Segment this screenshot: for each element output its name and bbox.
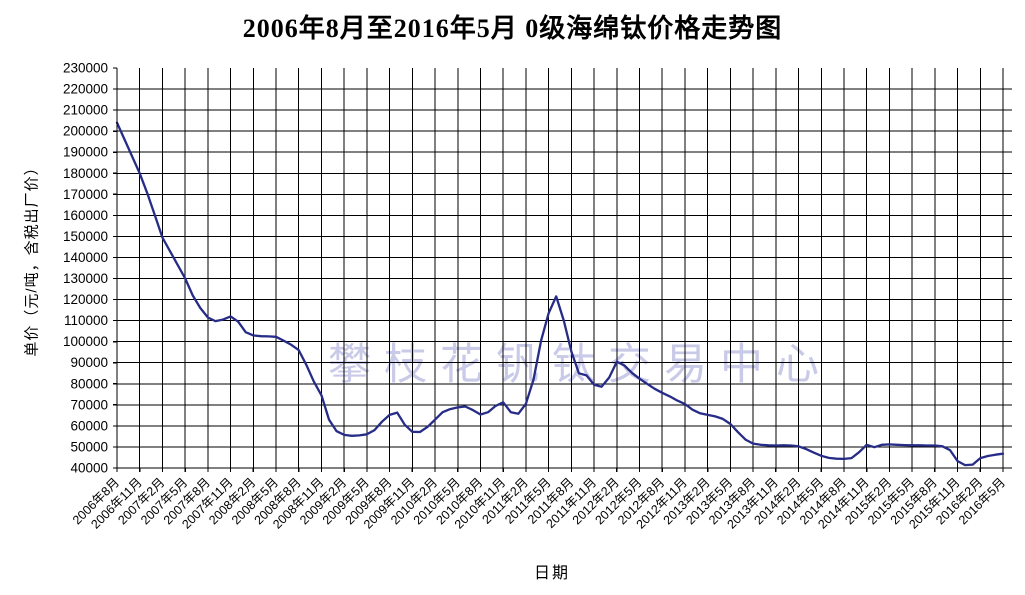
svg-text:70000: 70000 [70,397,108,412]
y-axis-title: 单价（元/吨，含税出厂价） [23,159,41,357]
svg-text:190000: 190000 [63,145,108,160]
svg-text:100000: 100000 [63,334,108,349]
svg-text:180000: 180000 [63,166,108,181]
svg-text:80000: 80000 [70,376,108,391]
x-axis-tick-labels: 2006年8月2006年11月2007年2月2007年5月2007年8月2007… [70,475,1008,531]
svg-text:160000: 160000 [63,208,108,223]
axis-lines [116,68,1012,469]
svg-text:230000: 230000 [63,61,108,76]
svg-text:170000: 170000 [63,187,108,202]
chart-title: 2006年8月至2016年5月 0级海绵钛价格走势图 [242,14,783,43]
svg-text:220000: 220000 [63,82,108,97]
svg-text:200000: 200000 [63,124,108,139]
svg-text:150000: 150000 [63,229,108,244]
svg-text:140000: 140000 [63,250,108,265]
svg-text:130000: 130000 [63,271,108,286]
svg-text:110000: 110000 [64,313,108,328]
watermark: 攀枝花钒钛交易中心 [328,342,832,389]
price-line [115,121,1005,467]
svg-text:60000: 60000 [70,418,108,433]
svg-text:210000: 210000 [63,103,108,118]
svg-text:40000: 40000 [70,461,108,476]
y-axis-tick-labels: 230000 220000 210000 200000 190000 180000 1700… [63,61,108,476]
tick-marks [113,67,1004,472]
svg-text:90000: 90000 [70,355,108,370]
x-axis-title: 日期 [533,565,571,582]
svg-text:50000: 50000 [70,439,108,454]
svg-text:120000: 120000 [63,292,108,307]
gridlines [116,68,1012,468]
